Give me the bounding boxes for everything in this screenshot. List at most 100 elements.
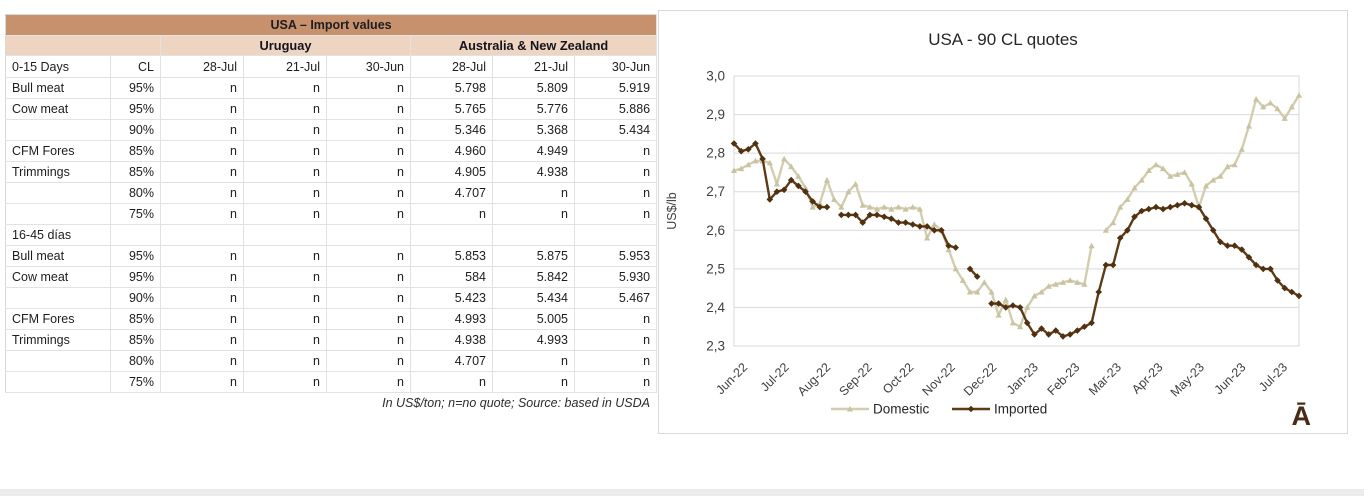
x-tick-label: May-23 (1168, 360, 1207, 399)
table-cell: n (243, 350, 327, 372)
table-cell: n (160, 119, 244, 141)
x-tick-label: Jun-23 (1212, 360, 1249, 397)
group-header-uruguay: Uruguay (160, 35, 411, 56)
table-cell: Trimmings (5, 161, 111, 183)
table-cell: 95% (110, 98, 161, 120)
table-cell: n (574, 308, 658, 330)
table-cell (492, 224, 575, 246)
table-row: 80% n n n 4.707 n n (5, 350, 658, 372)
table-cell: n (574, 182, 658, 204)
table-cell: n (326, 287, 411, 309)
table-cell: 5.798 (410, 77, 493, 99)
table-cell: 5.842 (492, 266, 575, 288)
table-cell: n (492, 203, 575, 225)
table-cell: 90% (110, 119, 161, 141)
table-cell: n (410, 203, 493, 225)
table-cell: 80% (110, 350, 161, 372)
table-row: 90% n n n 5.423 5.434 5.467 (5, 287, 658, 309)
table-cell: n (326, 371, 411, 393)
table-cell (160, 224, 244, 246)
table-cell: n (574, 329, 658, 351)
table-cell (410, 224, 493, 246)
table-cell: n (160, 350, 244, 372)
x-tick-label: Jul-22 (758, 360, 792, 394)
table-cell: n (160, 161, 244, 183)
table-cell (5, 287, 111, 309)
table-cell: 5.953 (574, 245, 658, 267)
table-cell: 75% (110, 203, 161, 225)
x-tick-label: Feb-23 (1045, 360, 1083, 398)
chart-grid: 3,0 2,9 2,8 2,7 2,6 2,5 2,4 2,3 (706, 69, 1300, 354)
date-header: 21-Jul (492, 55, 575, 78)
table-cell: 4.707 (410, 182, 493, 204)
table-cell (5, 203, 111, 225)
y-tick-label: 2,3 (706, 339, 725, 354)
chart-legend: Domestic Imported (831, 402, 1047, 417)
table-cell: 95% (110, 266, 161, 288)
column-header-row: 0-15 Days CL 28-Jul 21-Jul 30-Jun 28-Jul… (5, 55, 658, 78)
table-cell: Bull meat (5, 245, 111, 267)
table-cell: n (243, 119, 327, 141)
group-header-row: Uruguay Australia & New Zealand (5, 35, 658, 56)
table-cell: n (326, 266, 411, 288)
table-cell (574, 224, 658, 246)
section-header-label: 0-15 Days (5, 55, 111, 78)
table-cell (5, 182, 111, 204)
table-cell: 75% (110, 371, 161, 393)
y-tick-label: 2,7 (706, 184, 725, 199)
table-cell: n (160, 329, 244, 351)
table-cell: 4.938 (492, 161, 575, 183)
table-row: Bull meat 95% n n n 5.853 5.875 5.953 (5, 245, 658, 267)
cl-header: CL (110, 55, 161, 78)
y-tick-label: 2,9 (706, 107, 725, 122)
table-cell: 85% (110, 308, 161, 330)
table-cell: n (160, 245, 244, 267)
logo-glyph: Ā (1292, 401, 1312, 431)
table-cell: 5.765 (410, 98, 493, 120)
x-axis-labels: Jun-22 Jul-22 Aug-22 Sep-22 Oct-22 Nov-22 Dec-… (713, 360, 1290, 399)
x-tick-label: Jan-23 (1004, 360, 1041, 397)
table-cell: n (326, 350, 411, 372)
table-cell: 5.005 (492, 308, 575, 330)
table-cell: n (243, 203, 327, 225)
table-cell (243, 224, 327, 246)
table-cell: n (326, 161, 411, 183)
table-cell: n (574, 371, 658, 393)
table-cell: n (326, 245, 411, 267)
table-cell (326, 224, 411, 246)
table-cell: 5.875 (492, 245, 575, 267)
import-table: USA – Import values Uruguay Australia & … (5, 14, 658, 393)
table-cell: n (160, 182, 244, 204)
table-cell: n (326, 182, 411, 204)
table-row: 80% n n n 4.707 n n (5, 182, 658, 204)
table-cell: n (243, 245, 327, 267)
date-header: 21-Jul (243, 55, 327, 78)
domestic-series-line (730, 92, 1303, 330)
table-row: 90% n n n 5.346 5.368 5.434 (5, 119, 658, 141)
table-row: CFM Fores 85% n n n 4.993 5.005 n (5, 308, 658, 330)
table-cell: n (326, 77, 411, 99)
table-cell: Cow meat (5, 98, 111, 120)
table-cell: 4.993 (410, 308, 493, 330)
table-cell: 4.960 (410, 140, 493, 162)
section-row: 16-45 días (5, 224, 658, 246)
table-cell (5, 371, 111, 393)
y-tick-label: 2,8 (706, 146, 725, 161)
table-cell: n (574, 350, 658, 372)
y-axis-label: US$/lb (665, 192, 679, 230)
table-title: USA – Import values (5, 14, 658, 36)
table-cell: 5.930 (574, 266, 658, 288)
table-row: Bull meat 95% n n n 5.798 5.809 5.919 (5, 77, 658, 99)
table-cell: n (243, 266, 327, 288)
x-tick-label: Oct-22 (880, 360, 916, 396)
table-cell: n (243, 287, 327, 309)
table-cell: 90% (110, 287, 161, 309)
legend-domestic-label: Domestic (873, 402, 930, 417)
table-cell: n (243, 98, 327, 120)
table-cell: CFM Fores (5, 140, 111, 162)
x-tick-label: Nov-22 (919, 360, 957, 398)
date-header: 30-Jun (326, 55, 411, 78)
date-header: 28-Jul (160, 55, 244, 78)
table-cell: 85% (110, 140, 161, 162)
table-row: Trimmings 85% n n n 4.905 4.938 n (5, 161, 658, 183)
